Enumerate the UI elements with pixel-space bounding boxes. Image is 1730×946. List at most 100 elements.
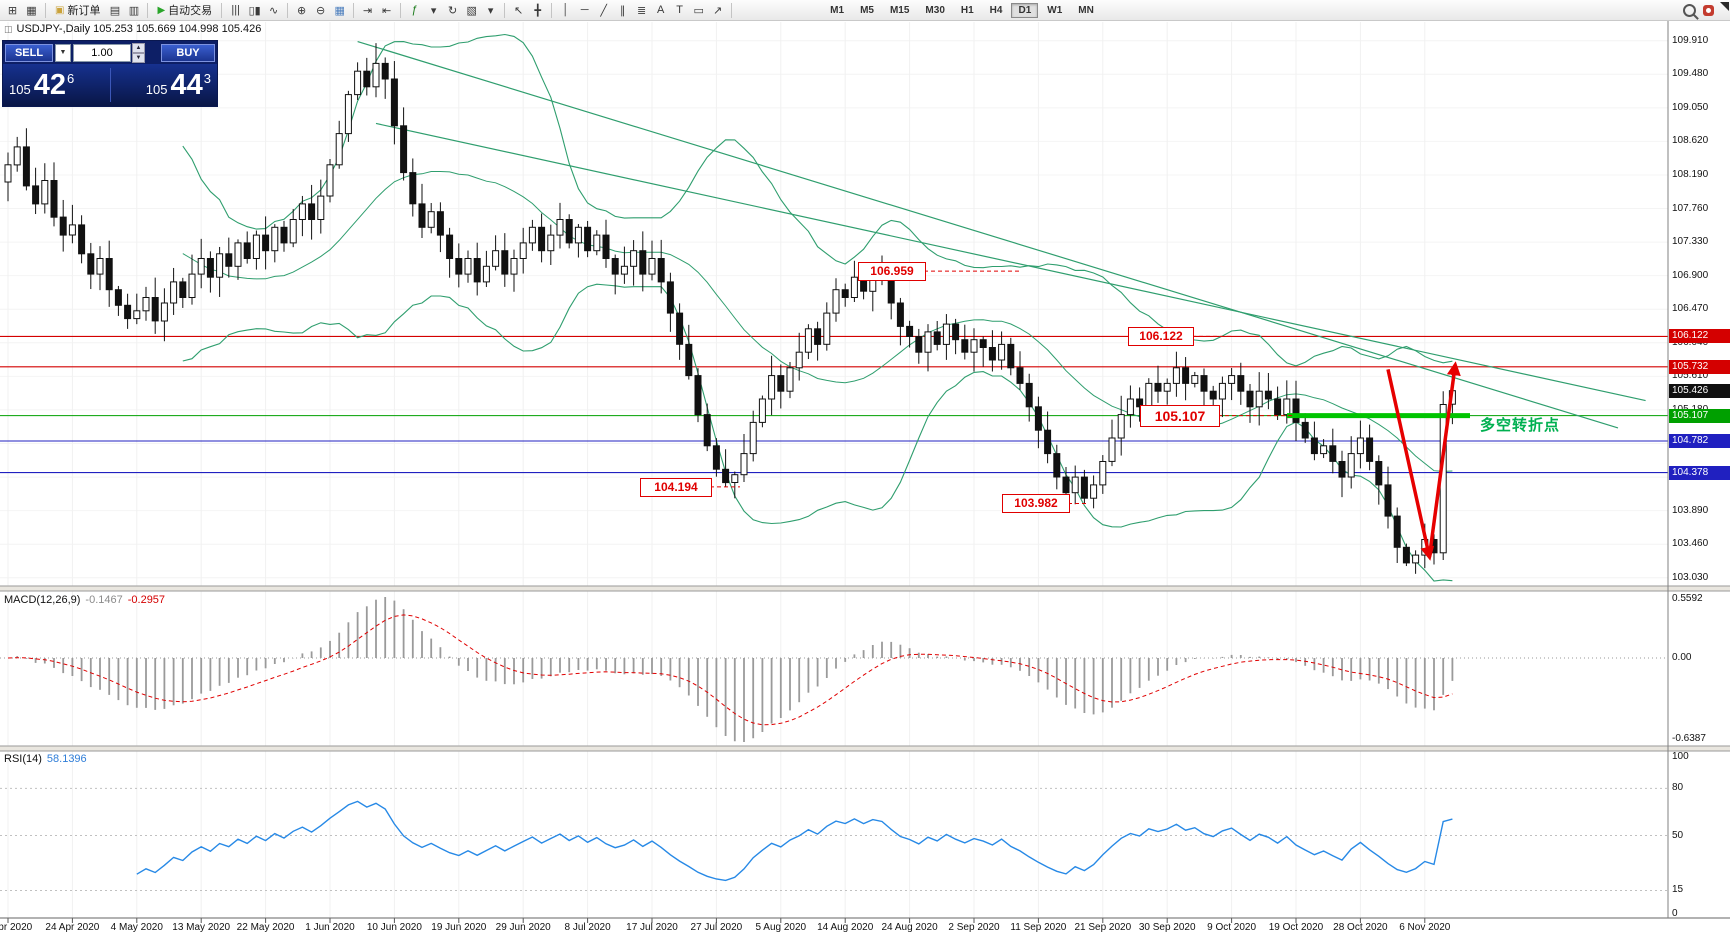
price-axis-label: 107.760 [1672,202,1709,214]
trendline-icon[interactable]: ╱ [600,4,607,17]
date-axis-label: 13 May 2020 [172,922,231,933]
annotation-text[interactable]: 多空转折点 [1480,417,1561,434]
arrows-tool-icon[interactable]: ↗ [713,4,723,17]
trade-controls-row: SELL ▼ ▲▼ BUY [3,41,217,64]
date-axis-label: 30 Sep 2020 [1138,922,1196,933]
rsi-axis-label: 0 [1672,908,1678,919]
line-chart-icon[interactable]: ∿ [269,4,279,17]
rsi-name: RSI(14) [4,753,42,765]
candlestick-chart-icon[interactable]: ▯▮ [248,4,261,17]
price-callout[interactable]: 106.122 [1128,327,1194,347]
lot-input[interactable] [73,43,131,62]
price-axis-label: 103.460 [1672,538,1709,550]
bid-pip-digit: 6 [66,70,75,86]
price-callout[interactable]: 104.194 [640,477,712,497]
vertical-line-icon[interactable]: │ [562,4,570,16]
lot-spinner[interactable]: ▲ ▼ [132,42,145,63]
timeframe-button-mn[interactable]: MN [1078,4,1094,16]
ask-price[interactable]: 105 44 3 [111,69,218,102]
community-icon[interactable] [1703,4,1714,16]
macd-axis-label: 0.00 [1672,652,1692,664]
drawn-arrow[interactable] [1427,361,1461,557]
chart-list-icon[interactable]: ▤ [109,4,121,17]
price-axis-label: 109.910 [1672,34,1709,46]
templates-icon[interactable]: ▧ [466,4,477,17]
timeframe-button-h4[interactable]: H4 [989,4,1003,16]
date-axis-label: 28 Oct 2020 [1333,922,1388,933]
trendline[interactable] [375,122,1646,402]
price-tag: 105.107 [1669,408,1730,423]
rsi-axis-label: 50 [1672,829,1684,841]
indicators-dropdown-icon[interactable]: ▾ [430,4,437,17]
fibonacci-icon[interactable]: ≣ [637,4,647,17]
main-toolbar: ⊞ ▦ ▣ 新订单 ▤ ▥ ▶ 自动交易 ||| ▯▮ ∿ ⊕ ⊖ ▦ ⇥ ⇤ ƒ ▾ ↻ ▧ ▾ ↖ ╋ │ ─ ╱ ∥ ≣ A T ▭ ↗… [0,0,1730,21]
shapes-icon[interactable]: ▭ [693,4,704,17]
zoom-out-icon[interactable]: ⊖ [316,4,326,17]
toolbar-separator [400,2,402,18]
autotrading-button[interactable]: ▶ 自动交易 [152,2,217,19]
search-icon[interactable] [1683,3,1696,17]
indicators-icon[interactable]: ƒ [411,4,418,16]
trendline[interactable] [357,40,1619,429]
timeframe-button-m30[interactable]: M30 [925,4,945,16]
new-order-button-label: 新订单 [67,5,101,17]
one-click-trading-panel: SELL ▼ ▲▼ BUY 105 42 6 105 44 3 [2,40,218,107]
crosshair-icon[interactable]: ╋ [534,4,541,17]
label-icon[interactable]: T [676,4,684,16]
toolbar-separator [45,2,46,18]
market-watch-icon[interactable]: ▦ [26,4,37,17]
toolbar-separator [731,2,733,18]
new-chart-icon[interactable]: ⊞ [7,4,18,17]
price-callout[interactable]: 105.107 [1140,404,1220,427]
candles [4,43,1456,574]
zoom-in-icon[interactable]: ⊕ [297,4,307,17]
price-axis-label: 108.190 [1672,168,1709,180]
tile-windows-icon[interactable]: ▦ [334,4,345,17]
new-order-button[interactable]: ▣ 新订单 [50,2,105,19]
macd-axis-label: -0.6387 [1672,733,1706,744]
lot-preset-dropdown[interactable]: ▼ [55,43,71,62]
timeframe-button-m5[interactable]: M5 [860,4,874,16]
autotrading-button-label: 自动交易 [168,5,213,17]
horizontal-line-icon[interactable]: ─ [580,4,589,16]
macd-name: MACD(12,26,9) [4,594,81,606]
text-icon[interactable]: A [656,4,665,16]
date-axis-label: 22 May 2020 [236,922,295,933]
toolbar-separator [551,2,553,18]
sell-button[interactable]: SELL [5,43,53,62]
bar-chart-icon[interactable]: ||| [231,4,240,16]
macd-histogram [16,597,1454,742]
bid-big-digits: 42 [33,68,66,101]
spinner-down-icon[interactable]: ▼ [132,52,145,63]
timeframe-button-w1[interactable]: W1 [1047,4,1063,16]
buy-button[interactable]: BUY [161,43,215,62]
timeframe-button-d1[interactable]: D1 [1011,2,1039,18]
date-axis-label: 2 Sep 2020 [948,922,1000,933]
profiles-icon[interactable]: ▥ [128,4,140,17]
timeframe-button-m15[interactable]: M15 [889,4,910,16]
periods-icon[interactable]: ↻ [448,4,458,17]
bid-price[interactable]: 105 42 6 [3,69,110,102]
templates-dropdown-icon[interactable]: ▾ [487,4,494,17]
quote-row: 105 42 6 105 44 3 [3,64,217,106]
timeframe-button-m1[interactable]: M1 [830,4,845,16]
price-callout[interactable]: 103.982 [1002,494,1070,514]
price-axis-label: 106.900 [1672,269,1709,281]
drawn-arrow[interactable] [1386,368,1435,561]
channel-icon[interactable]: ∥ [619,4,626,17]
price-callout[interactable]: 106.959 [858,262,926,282]
chart-shift-icon[interactable]: ⇤ [382,4,392,17]
rsi-axis-label: 80 [1672,782,1684,794]
timeframe-button-h1[interactable]: H1 [960,4,974,16]
date-axis-label: 19 Jun 2020 [431,922,487,933]
toolbar-right-group [1683,2,1714,18]
bollinger-middle-band [182,171,1453,472]
date-axis-label: 4 May 2020 [110,922,163,933]
date-axis-label: 19 Oct 2020 [1268,922,1324,933]
cursor-icon[interactable]: ↖ [514,4,524,17]
spinner-up-icon[interactable]: ▲ [132,42,145,53]
auto-scroll-icon[interactable]: ⇥ [363,4,373,17]
ask-big-digits: 44 [170,68,203,101]
